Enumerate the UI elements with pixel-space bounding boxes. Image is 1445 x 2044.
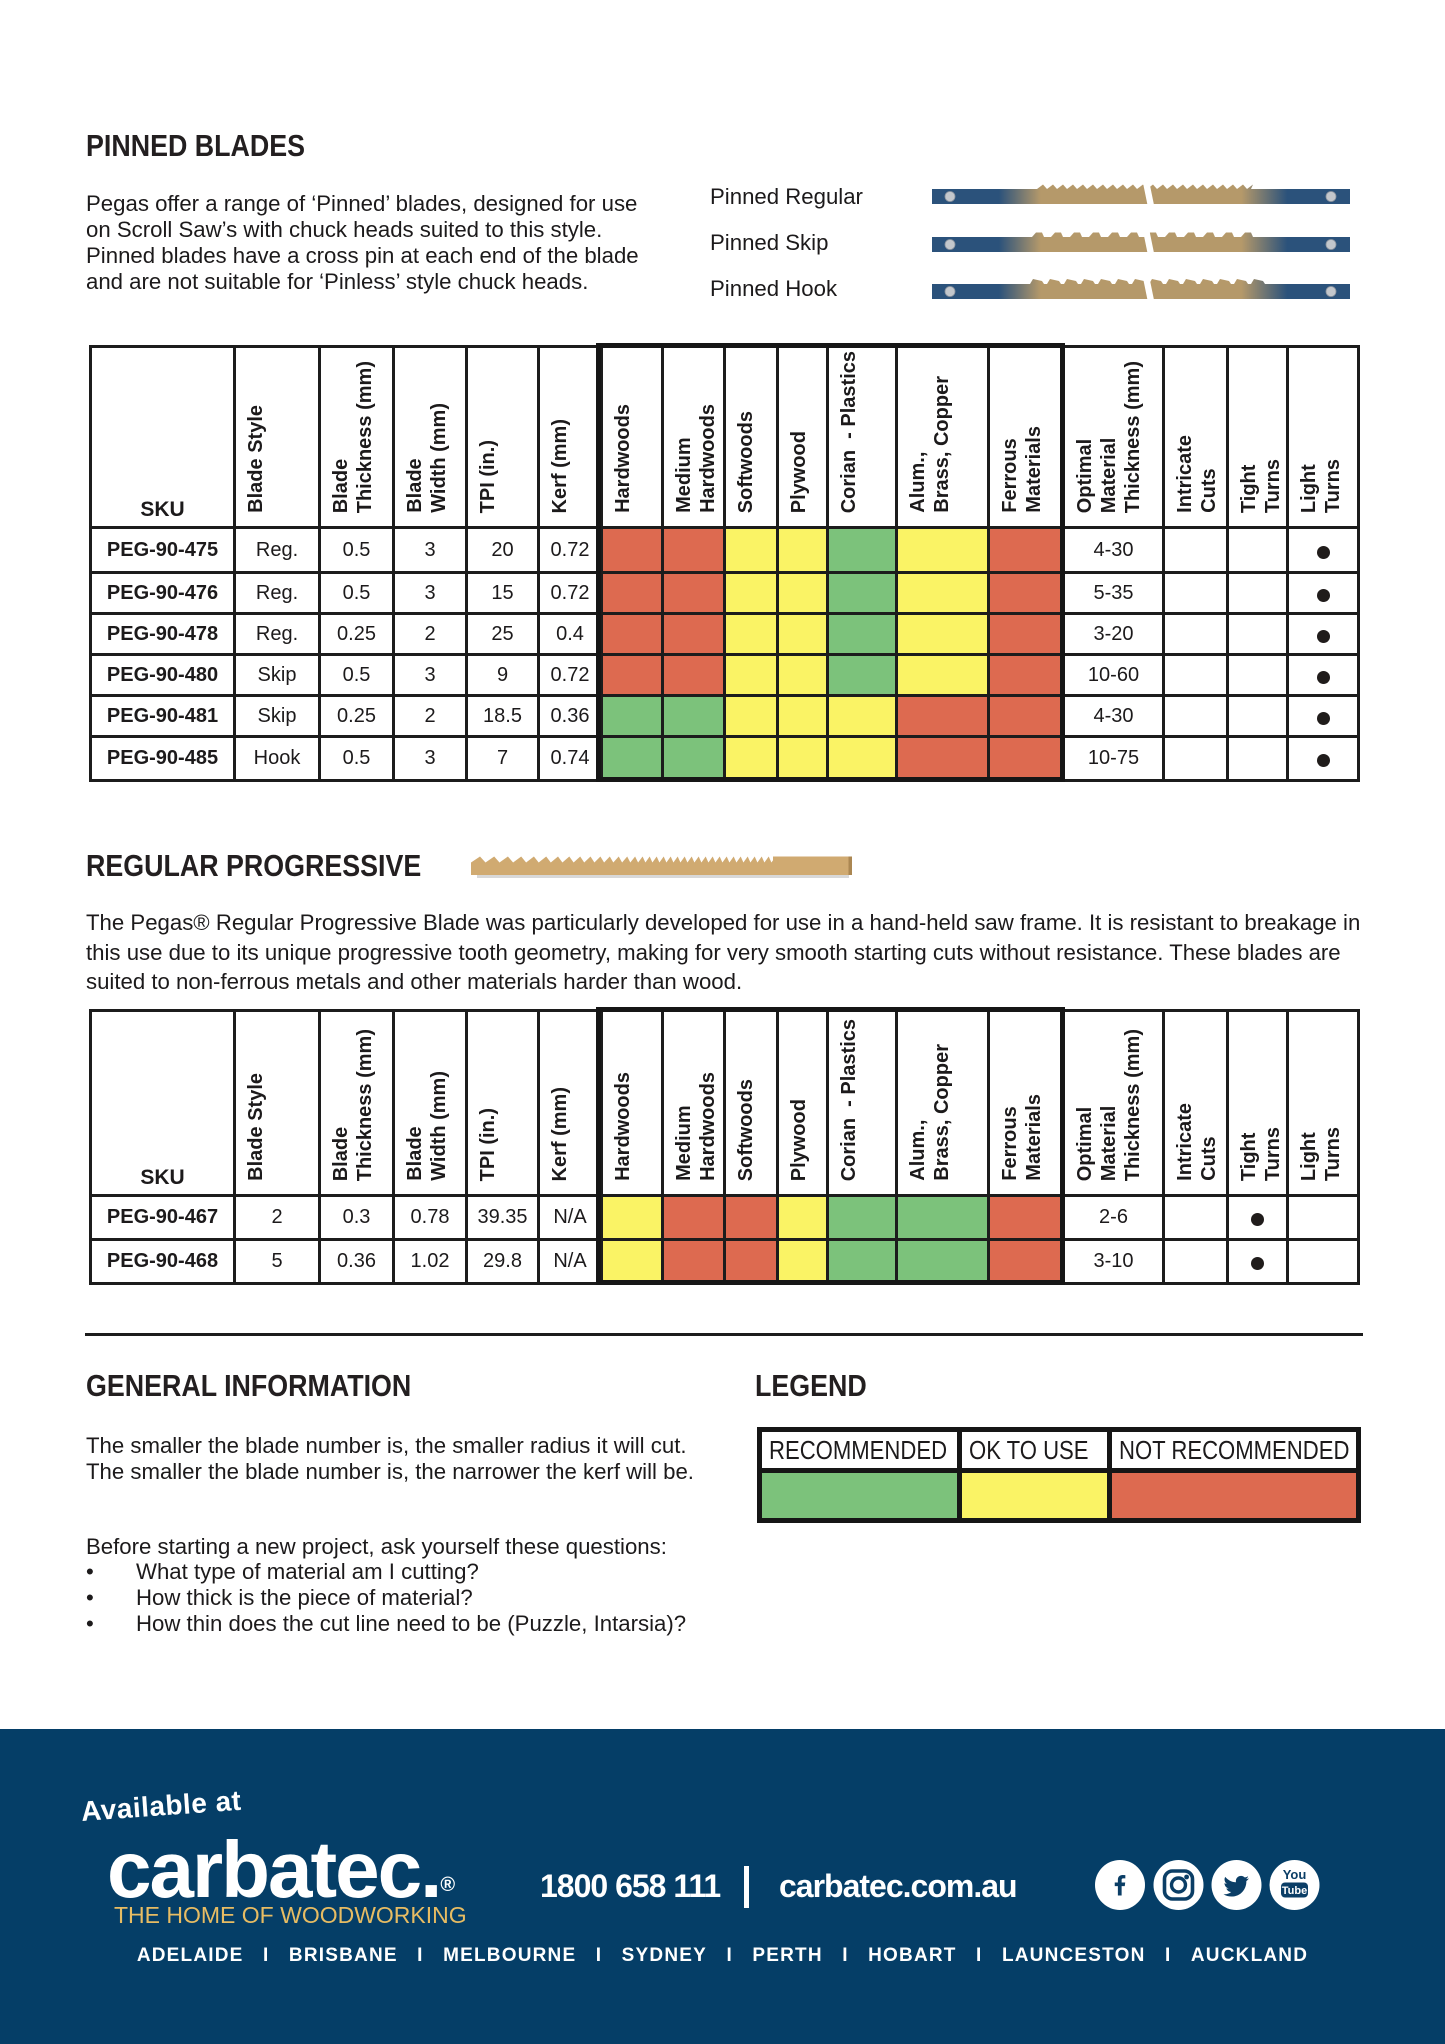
svg-text:Tube: Tube [1282, 1885, 1307, 1897]
svg-text:You: You [1283, 1867, 1307, 1882]
